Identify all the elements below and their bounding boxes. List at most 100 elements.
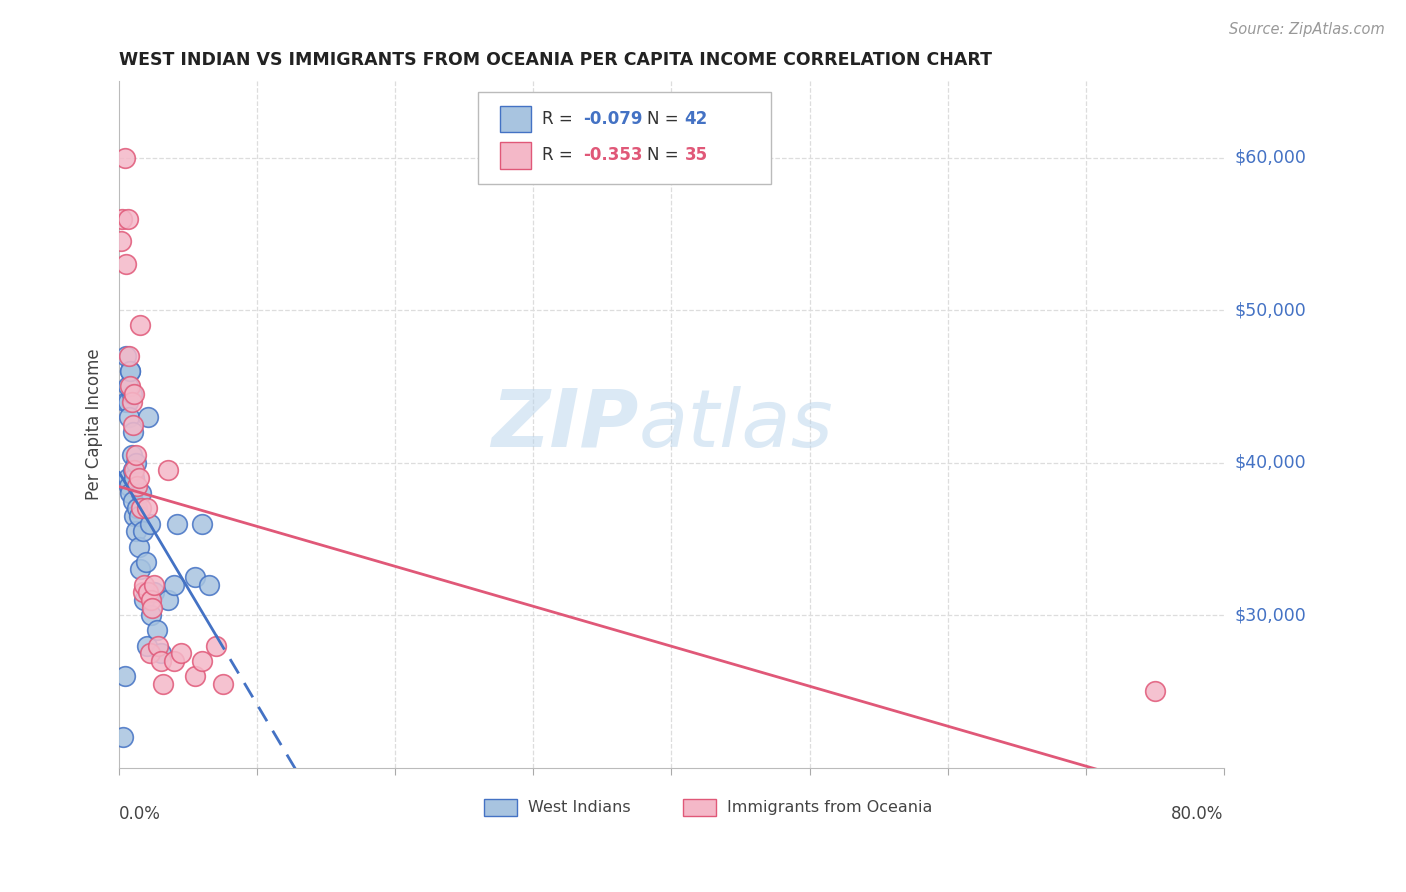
Point [211,677,233,691]
Point [132,524,155,539]
Bar [501,143,531,169]
Point [149,654,172,668]
Point [131,486,153,500]
Point [118,349,141,363]
Point [135,639,157,653]
Text: Source: ZipAtlas.com: Source: ZipAtlas.com [1229,22,1385,37]
Bar [682,799,716,816]
Text: Immigrants from Oceania: Immigrants from Oceania [727,800,932,815]
Point [120,486,142,500]
Point [128,509,150,524]
Point [124,463,146,477]
Text: -0.353: -0.353 [583,146,643,164]
Point [110,235,132,249]
Point [136,409,159,424]
Text: $60,000: $60,000 [1234,149,1306,167]
Point [122,417,145,432]
Point [121,394,143,409]
Text: N =: N = [647,110,685,128]
Point [111,211,134,226]
Text: N =: N = [647,146,685,164]
Point [156,463,179,477]
Point [145,624,167,638]
Point [184,669,207,683]
Text: R =: R = [543,146,578,164]
Point [1143,684,1166,698]
Point [163,577,186,591]
Point [134,593,156,607]
Point [138,516,160,531]
Point [149,646,172,660]
Point [124,387,146,401]
Text: $40,000: $40,000 [1234,454,1306,472]
Point [205,639,228,653]
Point [118,478,141,492]
Point [191,654,214,668]
Point [146,639,169,653]
Point [128,471,150,485]
Point [184,570,207,584]
Point [125,456,148,470]
Point [139,593,162,607]
Point [122,425,145,439]
Point [117,211,139,226]
Point [127,478,149,492]
Point [127,501,149,516]
Point [131,501,153,516]
Point [136,585,159,599]
Point [122,493,145,508]
Bar [484,799,517,816]
Point [156,593,179,607]
Point [142,577,165,591]
Point [166,516,188,531]
Point [134,577,156,591]
Point [114,151,136,165]
Point [170,646,193,660]
Text: atlas: atlas [638,385,834,464]
Point [121,387,143,401]
Point [115,257,138,271]
Point [120,364,142,378]
Point [129,318,152,333]
Point [163,654,186,668]
Point [132,585,155,599]
Text: $50,000: $50,000 [1234,301,1306,319]
Point [134,555,156,569]
Point [120,364,142,378]
Text: West Indians: West Indians [527,800,630,815]
Text: 35: 35 [685,146,707,164]
Point [122,463,145,477]
Point [115,349,138,363]
Point [114,669,136,683]
Point [120,379,142,393]
Bar [501,106,531,132]
Point [141,600,163,615]
Text: 80.0%: 80.0% [1171,805,1223,823]
Point [198,577,221,591]
Point [152,677,174,691]
Point [191,516,214,531]
Point [121,448,143,462]
Point [135,501,157,516]
Point [129,562,152,576]
Point [142,585,165,599]
Text: -0.079: -0.079 [583,110,643,128]
Text: 42: 42 [685,110,709,128]
Point [125,448,148,462]
Point [117,471,139,485]
Point [128,540,150,554]
Point [117,379,139,393]
Point [138,646,160,660]
Point [118,409,141,424]
Point [117,394,139,409]
FancyBboxPatch shape [478,92,770,185]
Point [124,471,146,485]
Point [112,730,135,744]
Point [139,608,162,623]
Text: 0.0%: 0.0% [120,805,162,823]
Point [125,524,148,539]
Text: $30,000: $30,000 [1234,607,1306,624]
Text: WEST INDIAN VS IMMIGRANTS FROM OCEANIA PER CAPITA INCOME CORRELATION CHART: WEST INDIAN VS IMMIGRANTS FROM OCEANIA P… [120,51,993,69]
Text: R =: R = [543,110,578,128]
Text: ZIP: ZIP [491,385,638,464]
